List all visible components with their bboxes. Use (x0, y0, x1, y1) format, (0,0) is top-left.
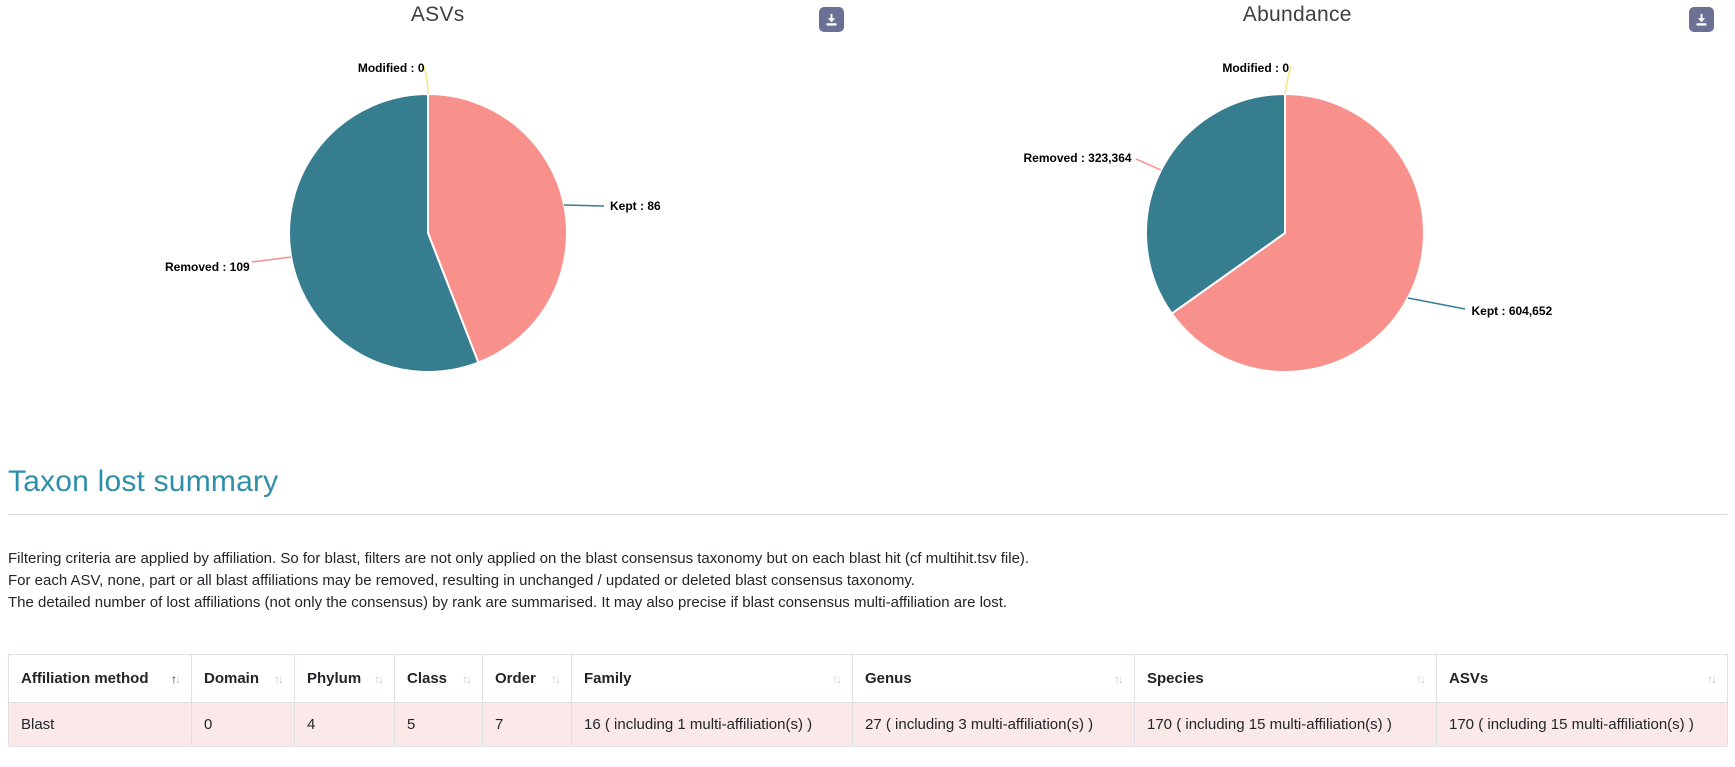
sort-icon: ↑↓ (171, 671, 181, 686)
column-header-asvs[interactable]: ASVs ↑↓ (1436, 654, 1728, 703)
asvs-pie-chart (251, 65, 605, 373)
removed-leader-line (1135, 158, 1161, 171)
download-icon (824, 12, 839, 27)
section-header: Taxon lost summary (8, 465, 1727, 515)
sort-icon: ↑↓ (551, 671, 561, 686)
pie-slice-kept[interactable] (1170, 93, 1425, 373)
column-header-genus[interactable]: Genus ↑↓ (852, 654, 1135, 703)
table-header-row: Affiliation method ↑↓ Domain ↑↓ Phylum ↑↓ Clas… (8, 654, 1728, 703)
column-header-domain[interactable]: Domain ↑↓ (191, 654, 295, 703)
description-line: The detailed number of lost affiliations… (8, 594, 1008, 611)
table-cell: 4 (294, 702, 395, 747)
table-cell: 7 (482, 702, 572, 747)
pie-slice-removed[interactable] (288, 93, 480, 373)
charts-row: ASVs Modified : 0 Kept : 86 Removed : 10… (8, 0, 1727, 440)
removed-leader-line (251, 256, 292, 263)
column-label: Family (584, 670, 632, 687)
kept-leader-line (1407, 297, 1465, 310)
taxon-lost-summary-table: Affiliation method ↑↓ Domain ↑↓ Phylum ↑↓ Clas… (8, 654, 1728, 747)
kept-leader-line (563, 204, 605, 207)
table-cell: 0 (191, 702, 295, 747)
abundance-pie-chart (1135, 65, 1465, 373)
abundance-chart-title: Abundance (1242, 3, 1352, 26)
table-cell: Blast (8, 702, 192, 747)
abundance-kept-label: Kept : 604,652 (1471, 304, 1553, 318)
download-asvs-chart-button[interactable] (818, 7, 844, 32)
column-label: Domain (204, 670, 260, 687)
table-cell: 27 ( including 3 multi-affiliation(s) ) (852, 702, 1135, 747)
download-abundance-chart-button[interactable] (1689, 7, 1714, 32)
column-label: ASVs (1449, 670, 1489, 687)
sort-icon: ↑↓ (1707, 671, 1717, 686)
sort-icon: ↑↓ (832, 671, 842, 686)
column-label: Genus (865, 670, 912, 687)
asvs-kept-label: Kept : 86 (610, 199, 661, 213)
sort-icon: ↑↓ (1416, 671, 1426, 686)
column-header-family[interactable]: Family ↑↓ (571, 654, 853, 703)
table-row: Blast 0 4 5 7 16 ( including 1 multi-affiliat… (8, 702, 1728, 747)
sort-icon: ↑↓ (274, 671, 284, 686)
download-icon (1694, 12, 1709, 27)
column-label: Order (495, 670, 536, 687)
sort-icon: ↑↓ (374, 671, 384, 686)
asvs-modified-label: Modified : 0 (357, 61, 425, 75)
column-header-phylum[interactable]: Phylum ↑↓ (294, 654, 395, 703)
column-label: Affiliation method (21, 670, 149, 687)
asvs-chart-panel: ASVs Modified : 0 Kept : 86 Removed : 10… (8, 0, 868, 440)
column-label: Phylum (307, 670, 362, 687)
column-header-species[interactable]: Species ↑↓ (1134, 654, 1437, 703)
asvs-chart-title: ASVs (410, 3, 465, 26)
modified-leader-line (423, 65, 429, 95)
sort-icon: ↑↓ (1114, 671, 1124, 686)
column-header-order[interactable]: Order ↑↓ (482, 654, 572, 703)
table-cell: 170 ( including 15 multi-affiliation(s) … (1436, 702, 1728, 747)
pie-slice-removed[interactable] (1144, 93, 1286, 315)
asvs-removed-label: Removed : 109 (165, 260, 250, 274)
description-line: For each ASV, none, part or all blast af… (8, 572, 915, 589)
table-body: Blast 0 4 5 7 16 ( including 1 multi-affiliat… (8, 702, 1728, 747)
table-cell: 16 ( including 1 multi-affiliation(s) ) (571, 702, 853, 747)
table-cell: 170 ( including 15 multi-affiliation(s) … (1134, 702, 1437, 747)
column-header-affiliation-method[interactable]: Affiliation method ↑↓ (8, 654, 192, 703)
table-cell: 5 (394, 702, 483, 747)
section-title: Taxon lost summary (8, 465, 279, 498)
pie-slice-kept[interactable] (427, 93, 568, 364)
modified-leader-line (1283, 65, 1292, 95)
sort-icon: ↑↓ (462, 671, 472, 686)
abundance-chart-panel: Abundance Modified : 0 Removed : 323,364… (868, 0, 1728, 440)
section-description: Filtering criteria are applied by affili… (8, 548, 1727, 614)
column-header-class[interactable]: Class ↑↓ (394, 654, 483, 703)
abundance-removed-label: Removed : 323,364 (1023, 151, 1132, 165)
report-page: ASVs Modified : 0 Kept : 86 Removed : 10… (8, 0, 1728, 747)
abundance-modified-label: Modified : 0 (1222, 61, 1289, 75)
description-line: Filtering criteria are applied by affili… (8, 550, 1030, 567)
column-label: Species (1147, 670, 1204, 687)
column-label: Class (407, 670, 448, 687)
